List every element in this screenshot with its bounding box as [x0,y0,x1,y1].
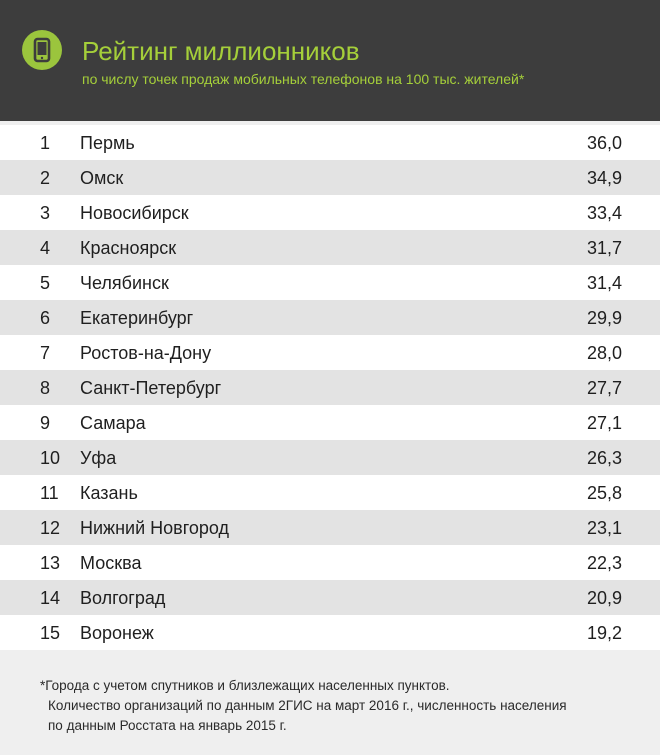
table-row: 11 Казань 25,8 [0,475,660,510]
value-cell: 36,0 [586,133,622,153]
city-cell: Санкт-Петербург [80,378,222,398]
value-cell: 22,3 [586,553,622,573]
city-cell: Красноярск [80,238,177,258]
value-cell: 31,4 [586,273,622,293]
city-cell: Москва [80,553,142,573]
rank-cell: 1 [40,133,51,153]
value-cell: 23,1 [586,518,622,538]
value-cell: 19,2 [586,623,622,643]
city-cell: Уфа [80,448,117,468]
rank-cell: 4 [40,238,51,258]
header: Рейтинг миллионников по числу точек прод… [0,0,660,121]
footnote: *Города с учетом спутников и близлежащих… [40,676,640,736]
table-row: 3 Новосибирск 33,4 [0,195,660,230]
city-cell: Омск [80,168,124,188]
rank-cell: 13 [40,553,61,573]
table-row: 15 Воронеж 19,2 [0,615,660,650]
page-title: Рейтинг миллионников [82,36,360,66]
city-cell: Казань [80,483,138,503]
table-row: 9 Самара 27,1 [0,405,660,440]
city-cell: Челябинск [80,273,169,293]
footnote-line: *Города с учетом спутников и близлежащих… [40,678,450,693]
value-cell: 26,3 [586,448,622,468]
value-cell: 34,9 [586,168,622,188]
table-row: 4 Красноярск 31,7 [0,230,660,265]
value-cell: 20,9 [586,588,622,608]
city-cell: Пермь [80,133,135,153]
footnote-line: Количество организаций по данным 2ГИС на… [48,698,567,713]
rank-cell: 6 [40,308,51,328]
value-cell: 27,1 [586,413,622,433]
rank-cell: 8 [40,378,51,398]
rank-cell: 12 [40,518,61,538]
city-cell: Волгоград [80,588,166,608]
rank-cell: 15 [40,623,61,643]
footnote-line: по данным Росстата на январь 2015 г. [48,718,287,733]
table-row: 10 Уфа 26,3 [0,440,660,475]
rank-cell: 9 [40,413,51,433]
table-row: 13 Москва 22,3 [0,545,660,580]
value-cell: 28,0 [586,343,622,363]
rank-cell: 2 [40,168,51,188]
rank-cell: 5 [40,273,51,293]
page-subtitle: по числу точек продаж мобильных телефоно… [82,71,525,87]
city-cell: Екатеринбург [80,308,194,328]
table-row: 7 Ростов-на-Дону 28,0 [0,335,660,370]
rank-cell: 3 [40,203,51,223]
rank-cell: 14 [40,588,61,608]
table-row: 8 Санкт-Петербург 27,7 [0,370,660,405]
mobile-phone-icon [22,30,62,70]
city-cell: Нижний Новгород [80,518,230,538]
rating-table: 1 Пермь 36,0 2 Омск 34,9 3 Новосибирск 33,4 4 Крас… [0,125,660,650]
rank-cell: 7 [40,343,51,363]
value-cell: 25,8 [586,483,622,503]
city-cell: Самара [80,413,146,433]
city-cell: Новосибирск [80,203,189,223]
value-cell: 31,7 [586,238,622,258]
table-row: 5 Челябинск 31,4 [0,265,660,300]
city-cell: Воронеж [80,623,154,643]
table-row: 14 Волгоград 20,9 [0,580,660,615]
table-row: 12 Нижний Новгород 23,1 [0,510,660,545]
value-cell: 29,9 [586,308,622,328]
rank-cell: 11 [40,483,59,503]
value-cell: 33,4 [586,203,622,223]
city-cell: Ростов-на-Дону [80,343,212,363]
table-row: 6 Екатеринбург 29,9 [0,300,660,335]
table-row: 2 Омск 34,9 [0,160,660,195]
table-row: 1 Пермь 36,0 [0,125,660,160]
value-cell: 27,7 [586,378,622,398]
rank-cell: 10 [40,448,61,468]
